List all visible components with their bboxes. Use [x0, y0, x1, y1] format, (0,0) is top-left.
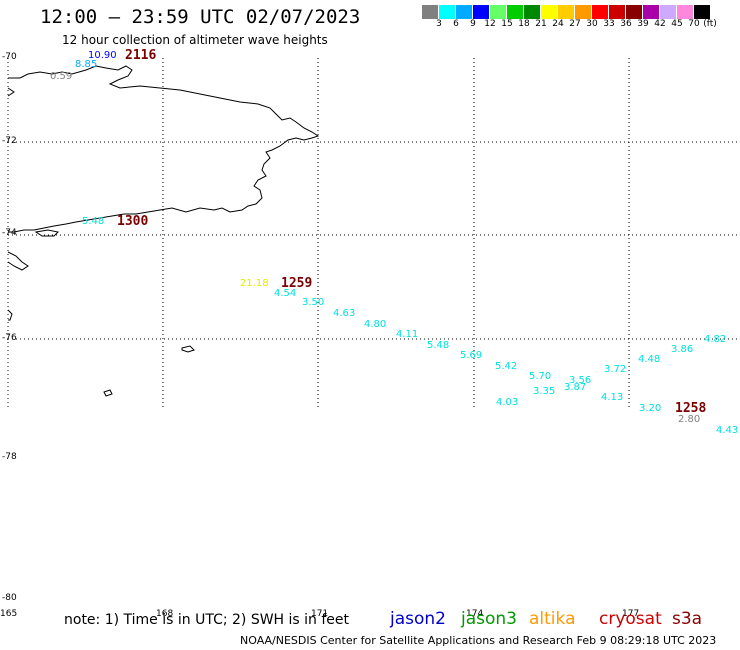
page-title: 12:00 – 23:59 UTC 02/07/2023	[40, 6, 361, 28]
footer-note: note: 1) Time is in UTC; 2) SWH is in fe…	[64, 612, 350, 628]
wave-height-label: 10.90	[88, 50, 117, 61]
wave-height-label: 0.59	[50, 71, 73, 82]
color-scale-label: 3	[436, 19, 442, 29]
lat-label: -80	[2, 593, 17, 603]
color-scale-swatch	[626, 5, 643, 19]
color-scale-swatch	[422, 5, 439, 19]
graticule	[7, 58, 740, 408]
satellite-s3a-label: s3a	[672, 609, 703, 629]
color-scale-swatch	[439, 5, 456, 19]
lat-label: -70	[2, 52, 17, 62]
color-scale-label: 9	[470, 19, 476, 29]
color-scale-swatch	[490, 5, 507, 19]
satellite-jason3-label: jason3	[461, 609, 517, 629]
color-scale-swatch	[609, 5, 626, 19]
lon-label: 168	[156, 609, 174, 619]
wave-height-label: 4.03	[496, 397, 519, 408]
lon-label: 177	[622, 609, 640, 619]
color-scale-label: 45	[671, 19, 683, 29]
color-scale-label: 6	[453, 19, 459, 29]
pass-time-label: 1258	[675, 401, 707, 416]
wave-height-label: 4.54	[274, 288, 297, 299]
wave-height-label: 21.18	[240, 278, 269, 289]
color-scale-swatch	[643, 5, 660, 19]
wave-height-label: 3.50	[302, 297, 325, 308]
color-scale-swatch	[473, 5, 490, 19]
wave-height-label: 4.48	[638, 354, 661, 365]
color-scale-swatch	[524, 5, 541, 19]
color-scale-label: 27	[569, 19, 581, 29]
color-scale-label: 12	[484, 19, 496, 29]
wave-height-label: 4.63	[333, 308, 356, 319]
color-scale-label: 42	[654, 19, 666, 29]
lon-label: 171	[311, 609, 329, 619]
color-scale-label: 39	[637, 19, 649, 29]
color-scale-labels: 3 6 9 12 15 18 21 24 27 30 33 36 39 42 45 70 (ft)	[422, 19, 740, 31]
color-scale-swatch	[660, 5, 677, 19]
wave-height-label: 5.70	[529, 371, 552, 382]
color-scale-label: 33	[603, 19, 615, 29]
coastline	[7, 65, 320, 397]
color-scale-label: 30	[586, 19, 598, 29]
wave-height-label: 4.82	[704, 334, 727, 345]
lat-label: -74	[2, 228, 17, 238]
page-subtitle: 12 hour collection of altimeter wave hei…	[62, 33, 328, 47]
wave-height-label: 5.48	[82, 216, 105, 227]
wave-height-label: 3.35	[533, 386, 556, 397]
wave-height-label: 3.72	[604, 364, 627, 375]
satellite-cryosat-label: cryosat	[599, 609, 662, 629]
wave-height-label: 4.43	[716, 425, 739, 436]
color-scale-unit: (ft)	[703, 19, 717, 29]
wave-height-label: 3.86	[671, 344, 694, 355]
color-scale-swatch	[456, 5, 473, 19]
color-scale-swatch	[575, 5, 592, 19]
wave-height-label: 2.80	[678, 414, 701, 425]
color-scale-label: 36	[620, 19, 632, 29]
satellite-jason2-label: jason2	[390, 609, 446, 629]
color-scale-legend: 3 6 9 12 15 18 21 24 27 30 33 36 39 42 45 70 (ft)	[422, 5, 740, 31]
wave-height-label: 5.48	[427, 340, 450, 351]
wave-height-label: 5.69	[460, 350, 483, 361]
pass-time-label: 1259	[281, 276, 313, 291]
color-scale-swatch	[541, 5, 558, 19]
color-scale-label: 15	[501, 19, 513, 29]
lat-label: -76	[2, 333, 17, 343]
color-scale-label: 24	[552, 19, 564, 29]
color-scale-swatches	[422, 5, 740, 19]
wave-height-label: 3.87	[564, 382, 587, 393]
lon-label: 174	[466, 609, 484, 619]
wave-height-label: 3.56	[569, 375, 592, 386]
wave-height-label: 4.13	[601, 392, 624, 403]
wave-height-label: 5.42	[495, 361, 518, 372]
color-scale-swatch	[677, 5, 694, 19]
footer-credit: NOAA/NESDIS Center for Satellite Applica…	[240, 634, 717, 647]
lat-label: -72	[2, 136, 17, 146]
color-scale-label: 18	[518, 19, 530, 29]
pass-time-label: 2116	[125, 48, 157, 63]
color-scale-label: 70	[688, 19, 700, 29]
wave-height-label: 4.11	[396, 329, 419, 340]
lon-label: 165	[0, 609, 18, 619]
wave-height-label: 3.20	[639, 403, 662, 414]
wave-height-label: 8.85	[75, 59, 98, 70]
satellite-altika-label: altika	[529, 609, 576, 629]
color-scale-swatch	[507, 5, 524, 19]
color-scale-swatch	[592, 5, 609, 19]
color-scale-label: 21	[535, 19, 547, 29]
color-scale-swatch	[558, 5, 575, 19]
pass-time-label: 1300	[117, 214, 149, 229]
lat-label: -78	[2, 452, 17, 462]
wave-height-label: 4.80	[364, 319, 387, 330]
color-scale-swatch	[694, 5, 711, 19]
